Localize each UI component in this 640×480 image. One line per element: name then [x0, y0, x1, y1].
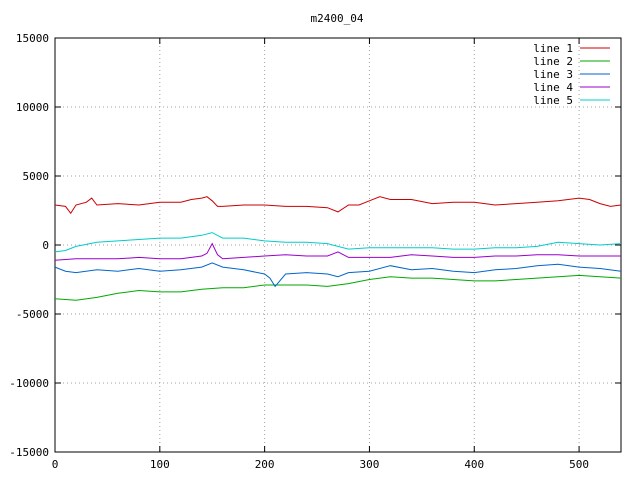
x-tick-label: 400	[464, 458, 484, 471]
x-tick-label: 100	[150, 458, 170, 471]
y-tick-label: 10000	[16, 101, 49, 114]
series-line-1	[54, 196, 622, 215]
y-tick-label: -10000	[9, 377, 49, 390]
series-line-2	[54, 274, 622, 301]
x-tick-label: 500	[569, 458, 589, 471]
series-line-5	[54, 232, 622, 253]
axis-ticks: 0 100 200 300 400 500 -15000 -10000 -5000 0 5000 10…	[9, 32, 621, 471]
series-line-3	[54, 262, 622, 288]
legend-label-5: line 5	[533, 94, 573, 107]
y-tick-label: -5000	[16, 308, 49, 321]
legend-label-1: line 1	[533, 42, 573, 55]
y-tick-label: 0	[42, 239, 49, 252]
y-tick-label: 15000	[16, 32, 49, 45]
chart-title: m2400_04	[311, 12, 364, 25]
legend-label-3: line 3	[533, 68, 573, 81]
y-tick-label: 5000	[23, 170, 50, 183]
x-tick-label: 0	[52, 458, 59, 471]
y-tick-label: -15000	[9, 446, 49, 459]
series-line-4	[54, 242, 621, 261]
legend-label-4: line 4	[533, 81, 573, 94]
grid	[55, 38, 621, 452]
x-tick-label: 200	[255, 458, 275, 471]
series-lines	[54, 196, 622, 301]
x-tick-label: 300	[360, 458, 380, 471]
legend-label-2: line 2	[533, 55, 573, 68]
